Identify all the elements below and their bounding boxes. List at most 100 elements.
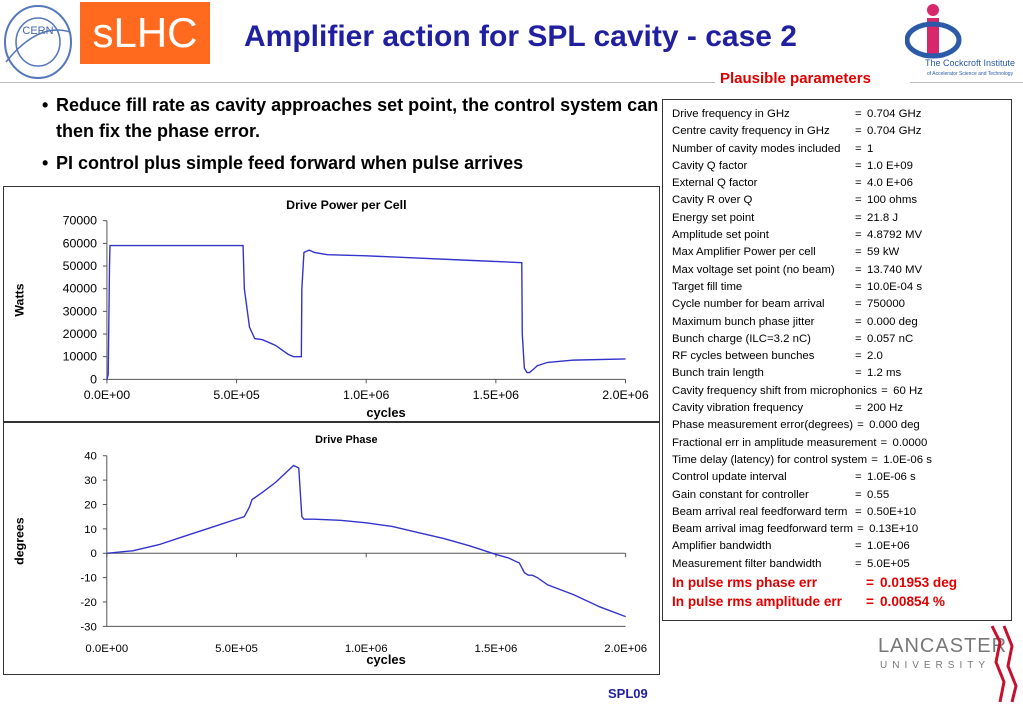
x-tick-label: 0.0E+00 — [84, 388, 131, 402]
parameter-label: Max Amplifier Power per cell — [672, 246, 816, 259]
parameter-row: Phase measurement error(degrees) = 0.000 d… — [672, 417, 1011, 434]
equals-sign: = — [866, 575, 874, 591]
result-value: 0.01953 deg — [880, 575, 958, 591]
parameter-row: Number of cavity modes included = 1 — [672, 141, 1011, 158]
chart-title: Drive Phase — [315, 434, 377, 446]
parameter-label: Target fill time — [672, 280, 743, 293]
parameter-value: 1.2 ms — [867, 367, 902, 380]
cern-logo: CERN — [4, 5, 72, 79]
parameter-row: Max voltage set point (no beam) = 13.740 M… — [672, 262, 1011, 279]
equals-sign: = — [855, 488, 862, 501]
parameter-label: Number of cavity modes included — [672, 142, 841, 155]
parameter-label: RF cycles between bunches — [672, 350, 815, 363]
parameter-label: Bunch train length — [672, 367, 764, 380]
equals-sign: = — [857, 523, 864, 536]
parameter-row: Maximum bunch phase jitter = 0.000 deg — [672, 314, 1011, 331]
y-tick-label: 40000 — [63, 282, 98, 296]
parameter-row: Energy set point = 21.8 J — [672, 210, 1011, 227]
equals-sign: = — [871, 453, 878, 466]
parameter-value: 0.13E+10 — [869, 523, 919, 536]
parameter-row: External Q factor = 4.0 E+06 — [672, 175, 1011, 192]
y-tick-label: 60000 — [63, 236, 98, 250]
parameter-value: 0.55 — [867, 488, 890, 501]
parameter-label: Time delay (latency) for control system — [672, 453, 868, 466]
y-tick-label: 30000 — [63, 304, 98, 318]
parameter-value: 1.0E-06 s — [867, 471, 916, 484]
bullet-item: PI control plus simple feed forward when… — [42, 150, 662, 176]
parameter-label: Cavity vibration frequency — [672, 402, 804, 415]
parameter-label: Beam arrival real feedforward term — [672, 505, 848, 518]
lancaster-university-logo: LANCASTER UNIVERSITY — [878, 625, 1018, 703]
equals-sign: = — [855, 557, 862, 570]
parameter-label: Beam arrival imag feedforward term — [672, 523, 854, 536]
header-divider-right — [910, 82, 1023, 83]
equals-sign: = — [866, 594, 874, 610]
parameter-label: Fractional err in amplitude measurement — [672, 436, 877, 449]
parameter-row: RF cycles between bunches = 2.0 — [672, 348, 1011, 365]
parameter-value: 0.0000 — [892, 436, 928, 449]
equals-sign: = — [855, 280, 862, 293]
subtitle: Plausible parameters — [720, 70, 871, 87]
equals-sign: = — [855, 229, 862, 242]
parameter-label: Cavity frequency shift from microphonics — [672, 384, 878, 397]
x-tick-label: 1.5E+06 — [475, 643, 518, 655]
parameter-label: Cavity Q factor — [672, 159, 748, 172]
parameter-value: 0.704 GHz — [867, 125, 922, 138]
equals-sign: = — [857, 419, 864, 432]
x-axis-label: cycles — [366, 652, 405, 667]
parameter-row: Measurement filter bandwidth = 5.0E+05 — [672, 556, 1011, 573]
parameter-value: 0.50E+10 — [867, 505, 917, 518]
parameter-value: 0.704 GHz — [867, 108, 922, 120]
parameter-value: 5.0E+05 — [867, 557, 910, 570]
drive-phase-chart: Drive Phase -30 -20 -10 0 10 20 30 40 0.0E+00 5.0E… — [3, 422, 660, 675]
parameter-value: 0.057 nC — [867, 332, 914, 345]
y-tick-label: 0 — [91, 548, 97, 560]
institute-logo-text: The Cockcroft Institute — [925, 58, 1015, 68]
parameter-row: Bunch charge (ILC=3.2 nC) = 0.057 nC — [672, 331, 1011, 348]
x-tick-label: 2.0E+06 — [604, 643, 647, 655]
parameter-value: 200 Hz — [867, 402, 904, 415]
parameter-value: 13.740 MV — [867, 263, 923, 276]
parameter-label: Maximum bunch phase jitter — [672, 315, 815, 328]
equals-sign: = — [855, 350, 862, 363]
x-tick-label: 1.0E+06 — [345, 643, 388, 655]
parameter-label: Max voltage set point (no beam) — [672, 263, 835, 276]
parameter-row: Target fill time = 10.0E-04 s — [672, 279, 1011, 296]
x-tick-label: 0.0E+00 — [85, 643, 128, 655]
parameter-row: Gain constant for controller = 0.55 — [672, 487, 1011, 504]
y-axis-label: degrees — [12, 517, 26, 565]
parameter-label: Cavity R over Q — [672, 194, 753, 207]
parameter-value: 0.000 deg — [867, 315, 918, 328]
parameter-value: 100 ohms — [867, 194, 918, 207]
x-tick-label: 2.0E+06 — [602, 388, 649, 402]
y-tick-label: 40 — [84, 451, 97, 463]
equals-sign: = — [881, 384, 888, 397]
x-axis-label: cycles — [366, 405, 405, 420]
parameter-row: Beam arrival real feedforward term = 0.50E… — [672, 504, 1011, 521]
y-tick-label: -30 — [80, 621, 96, 633]
parameter-row: Amplitude set point = 4.8792 MV — [672, 227, 1011, 244]
project-badge: sLHC — [80, 2, 210, 64]
parameter-value: 1.0 E+09 — [867, 159, 913, 172]
y-tick-label: 10000 — [63, 350, 98, 364]
bullet-list: Reduce fill rate as cavity approaches se… — [42, 92, 662, 182]
parameter-label: Drive frequency in GHz — [672, 108, 790, 120]
x-tick-label: 5.0E+05 — [215, 643, 258, 655]
parameter-value: 10.0E-04 s — [867, 280, 923, 293]
equals-sign: = — [855, 177, 862, 190]
parameter-label: Energy set point — [672, 211, 755, 224]
equals-sign: = — [855, 540, 862, 553]
x-tick-label: 5.0E+05 — [213, 388, 260, 402]
y-tick-label: 30 — [84, 475, 97, 487]
y-tick-label: 20 — [84, 499, 97, 511]
parameter-label: Bunch charge (ILC=3.2 nC) — [672, 332, 811, 345]
y-tick-label: 50000 — [63, 259, 98, 273]
equals-sign: = — [855, 194, 862, 207]
equals-sign: = — [855, 142, 862, 155]
result-label: In pulse rms amplitude err — [672, 594, 842, 610]
equals-sign: = — [855, 505, 862, 518]
header-divider — [0, 82, 715, 83]
parameter-row: Time delay (latency) for control system =… — [672, 452, 1011, 469]
parameter-row: Bunch train length = 1.2 ms — [672, 365, 1011, 382]
y-tick-label: 20000 — [63, 327, 98, 341]
